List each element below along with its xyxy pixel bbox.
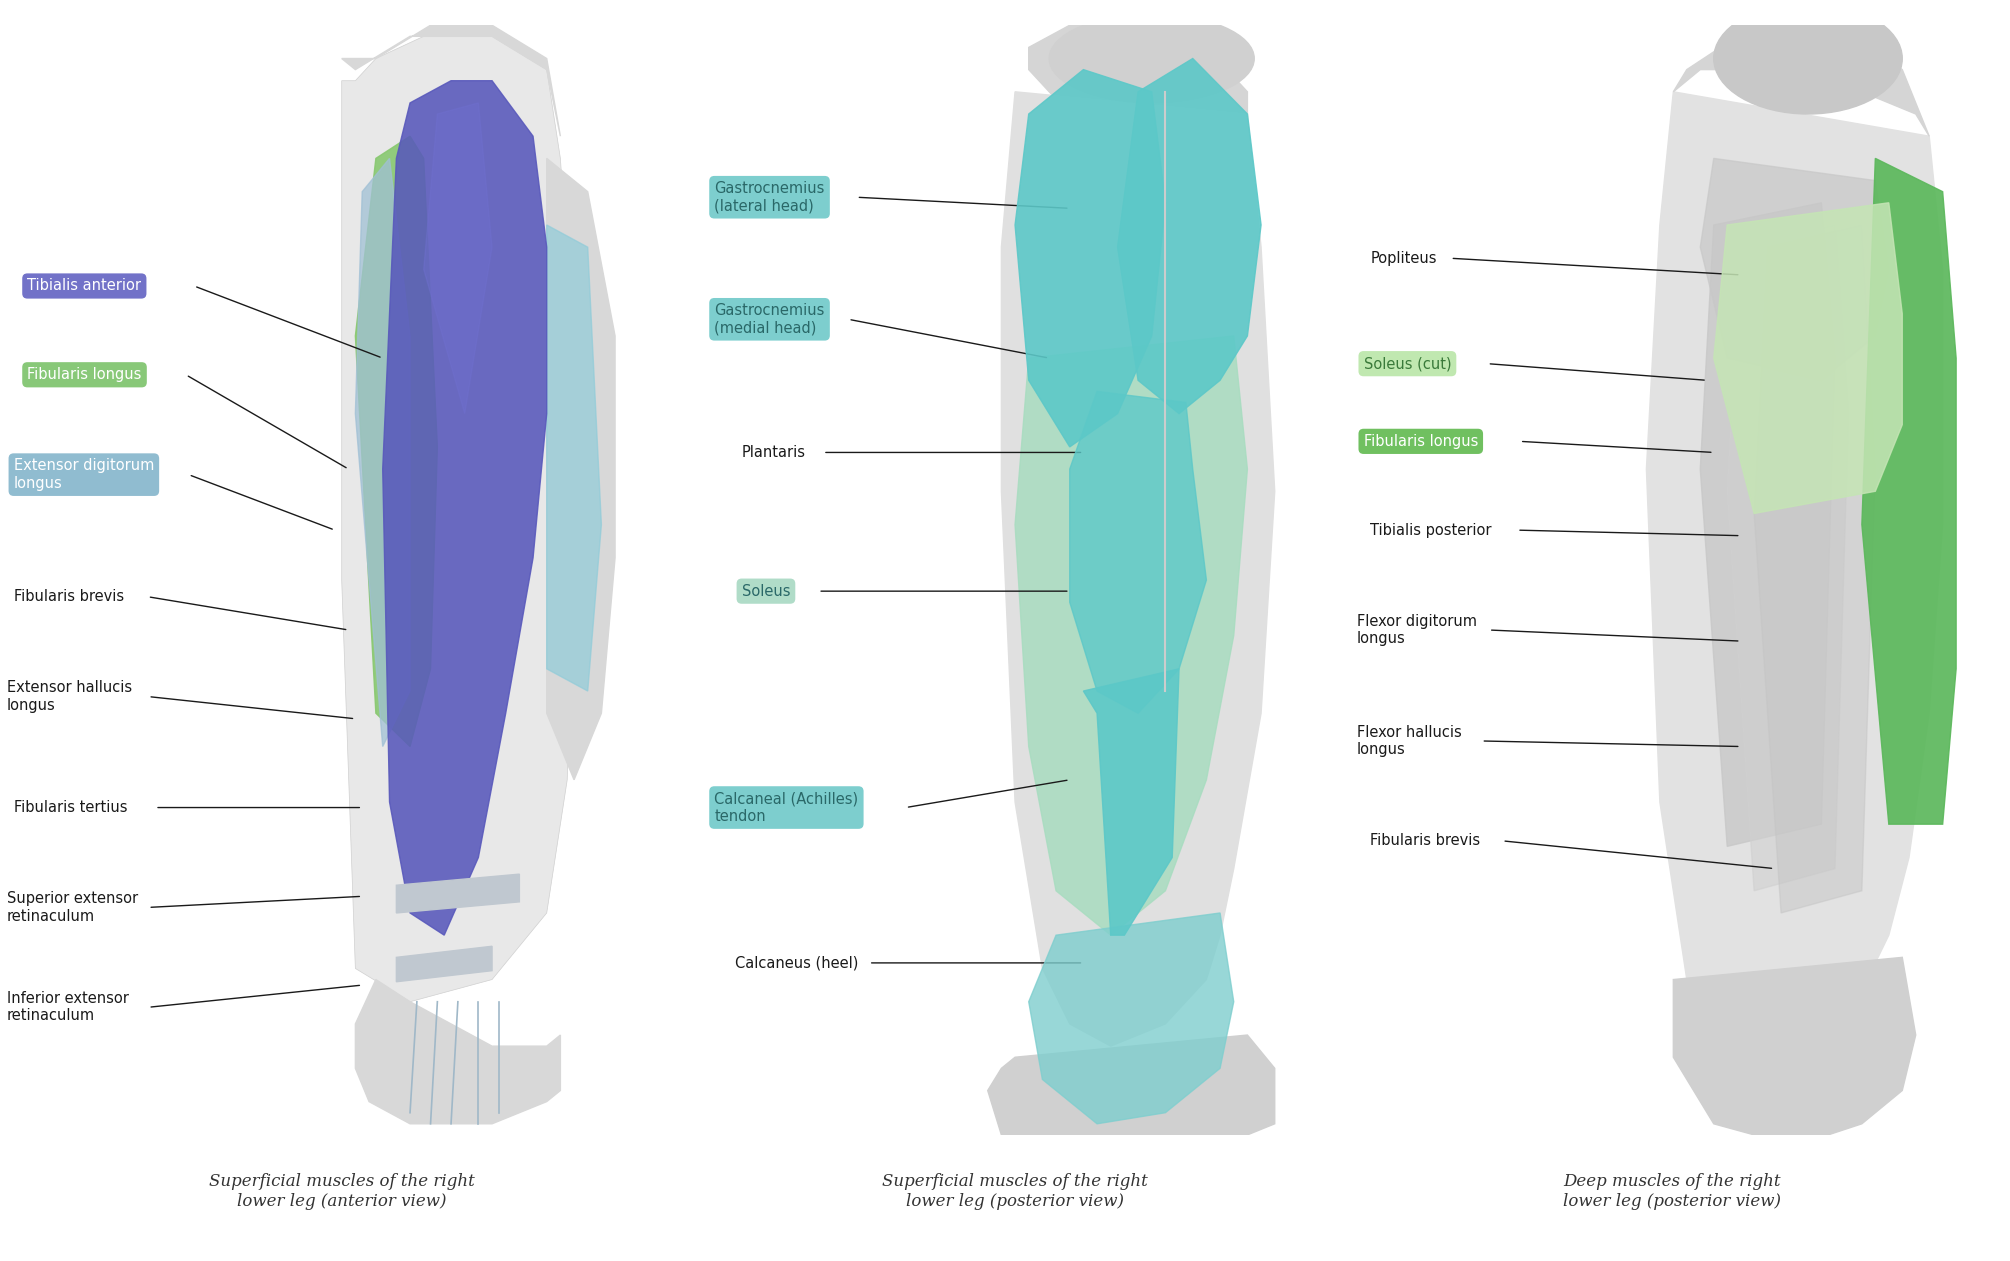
Text: Extensor hallucis
longus: Extensor hallucis longus: [6, 681, 133, 712]
Polygon shape: [1674, 957, 1916, 1146]
Text: Soleus (cut): Soleus (cut): [1363, 356, 1451, 371]
Polygon shape: [1015, 335, 1248, 936]
Polygon shape: [342, 37, 575, 1001]
Polygon shape: [382, 81, 547, 936]
Polygon shape: [1727, 224, 1849, 890]
Text: Calcaneal (Achilles)
tendon: Calcaneal (Achilles) tendon: [714, 792, 858, 823]
Polygon shape: [1715, 203, 1901, 513]
Polygon shape: [1083, 668, 1180, 936]
Polygon shape: [987, 1035, 1274, 1158]
Polygon shape: [1755, 224, 1875, 913]
Polygon shape: [1646, 92, 1944, 1057]
Text: Gastrocnemius
(lateral head): Gastrocnemius (lateral head): [714, 182, 824, 213]
Polygon shape: [1700, 159, 1889, 381]
Text: Superficial muscles of the right
lower leg (posterior view): Superficial muscles of the right lower l…: [882, 1173, 1148, 1211]
Polygon shape: [396, 874, 519, 913]
Polygon shape: [547, 159, 615, 779]
Text: Superficial muscles of the right
lower leg (anterior view): Superficial muscles of the right lower l…: [209, 1173, 474, 1211]
Text: Flexor hallucis
longus: Flexor hallucis longus: [1357, 725, 1461, 757]
Text: Popliteus: Popliteus: [1371, 251, 1437, 266]
Polygon shape: [1861, 159, 1956, 825]
Text: Tibialis posterior: Tibialis posterior: [1371, 522, 1491, 537]
Polygon shape: [1015, 69, 1166, 446]
Polygon shape: [1069, 391, 1206, 714]
Text: Gastrocnemius
(medial head): Gastrocnemius (medial head): [714, 303, 824, 335]
Text: Fibularis tertius: Fibularis tertius: [14, 799, 127, 815]
Polygon shape: [1001, 92, 1274, 1047]
Polygon shape: [547, 224, 601, 691]
Polygon shape: [342, 25, 561, 136]
Polygon shape: [356, 136, 438, 747]
Text: Tibialis anterior: Tibialis anterior: [28, 279, 141, 294]
Text: Fibularis brevis: Fibularis brevis: [1371, 834, 1481, 849]
Polygon shape: [356, 980, 561, 1124]
Text: Superior extensor
retinaculum: Superior extensor retinaculum: [6, 892, 139, 923]
Ellipse shape: [1049, 14, 1254, 103]
Polygon shape: [396, 946, 492, 982]
Text: Flexor digitorum
longus: Flexor digitorum longus: [1357, 614, 1477, 646]
Text: Fibularis longus: Fibularis longus: [28, 367, 143, 382]
Polygon shape: [1118, 58, 1260, 414]
Polygon shape: [1674, 25, 1930, 136]
Polygon shape: [424, 103, 492, 414]
Text: Inferior extensor
retinaculum: Inferior extensor retinaculum: [6, 991, 129, 1024]
Text: Plantaris: Plantaris: [742, 445, 806, 460]
Text: Calcaneus (heel): Calcaneus (heel): [736, 956, 858, 971]
Text: Fibularis longus: Fibularis longus: [1363, 434, 1477, 449]
Polygon shape: [1700, 203, 1835, 846]
Text: Deep muscles of the right
lower leg (posterior view): Deep muscles of the right lower leg (pos…: [1564, 1173, 1781, 1211]
Polygon shape: [1029, 25, 1248, 159]
Polygon shape: [356, 159, 410, 747]
Text: Fibularis brevis: Fibularis brevis: [14, 589, 125, 604]
Text: Extensor digitorum
longus: Extensor digitorum longus: [14, 459, 155, 491]
Ellipse shape: [1715, 3, 1901, 113]
Text: Soleus: Soleus: [742, 584, 790, 599]
Polygon shape: [1029, 913, 1234, 1124]
